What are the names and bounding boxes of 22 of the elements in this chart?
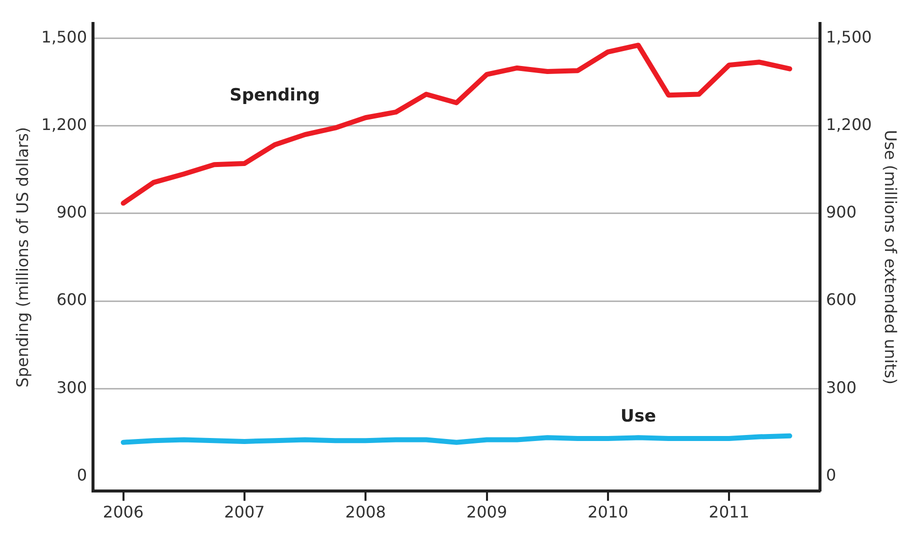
series-label: Use (620, 406, 656, 427)
x-tick-label: 2010 (588, 502, 628, 522)
x-tick-label: 2008 (345, 502, 386, 522)
y-tick-label: 900 (56, 202, 88, 222)
series-label: Spending (230, 86, 320, 106)
y-tick-label: 1,200 (41, 114, 88, 134)
y2-tick-label: 0 (826, 465, 836, 484)
y2-tick-label: 600 (826, 290, 857, 310)
y2-tick-label: 300 (826, 378, 857, 397)
x-tick-label: 2009 (466, 502, 508, 522)
y-tick-label: 1,500 (41, 27, 88, 46)
y2-tick-label: 1,200 (826, 114, 872, 134)
y2-axis-title: Use (millions of extended units) (881, 130, 900, 384)
y-tick-label: 300 (56, 378, 88, 397)
y2-tick-label: 900 (826, 202, 857, 222)
x-tick-label: 2006 (102, 502, 144, 522)
x-tick-label: 2011 (708, 502, 750, 522)
x-tick-label: 2007 (224, 502, 265, 522)
y2-tick-label: 1,500 (826, 27, 872, 46)
y-tick-label: 600 (56, 290, 88, 310)
y-tick-label: 0 (76, 465, 88, 484)
y-axis-title: Spending (millions of US dollars) (12, 126, 32, 388)
